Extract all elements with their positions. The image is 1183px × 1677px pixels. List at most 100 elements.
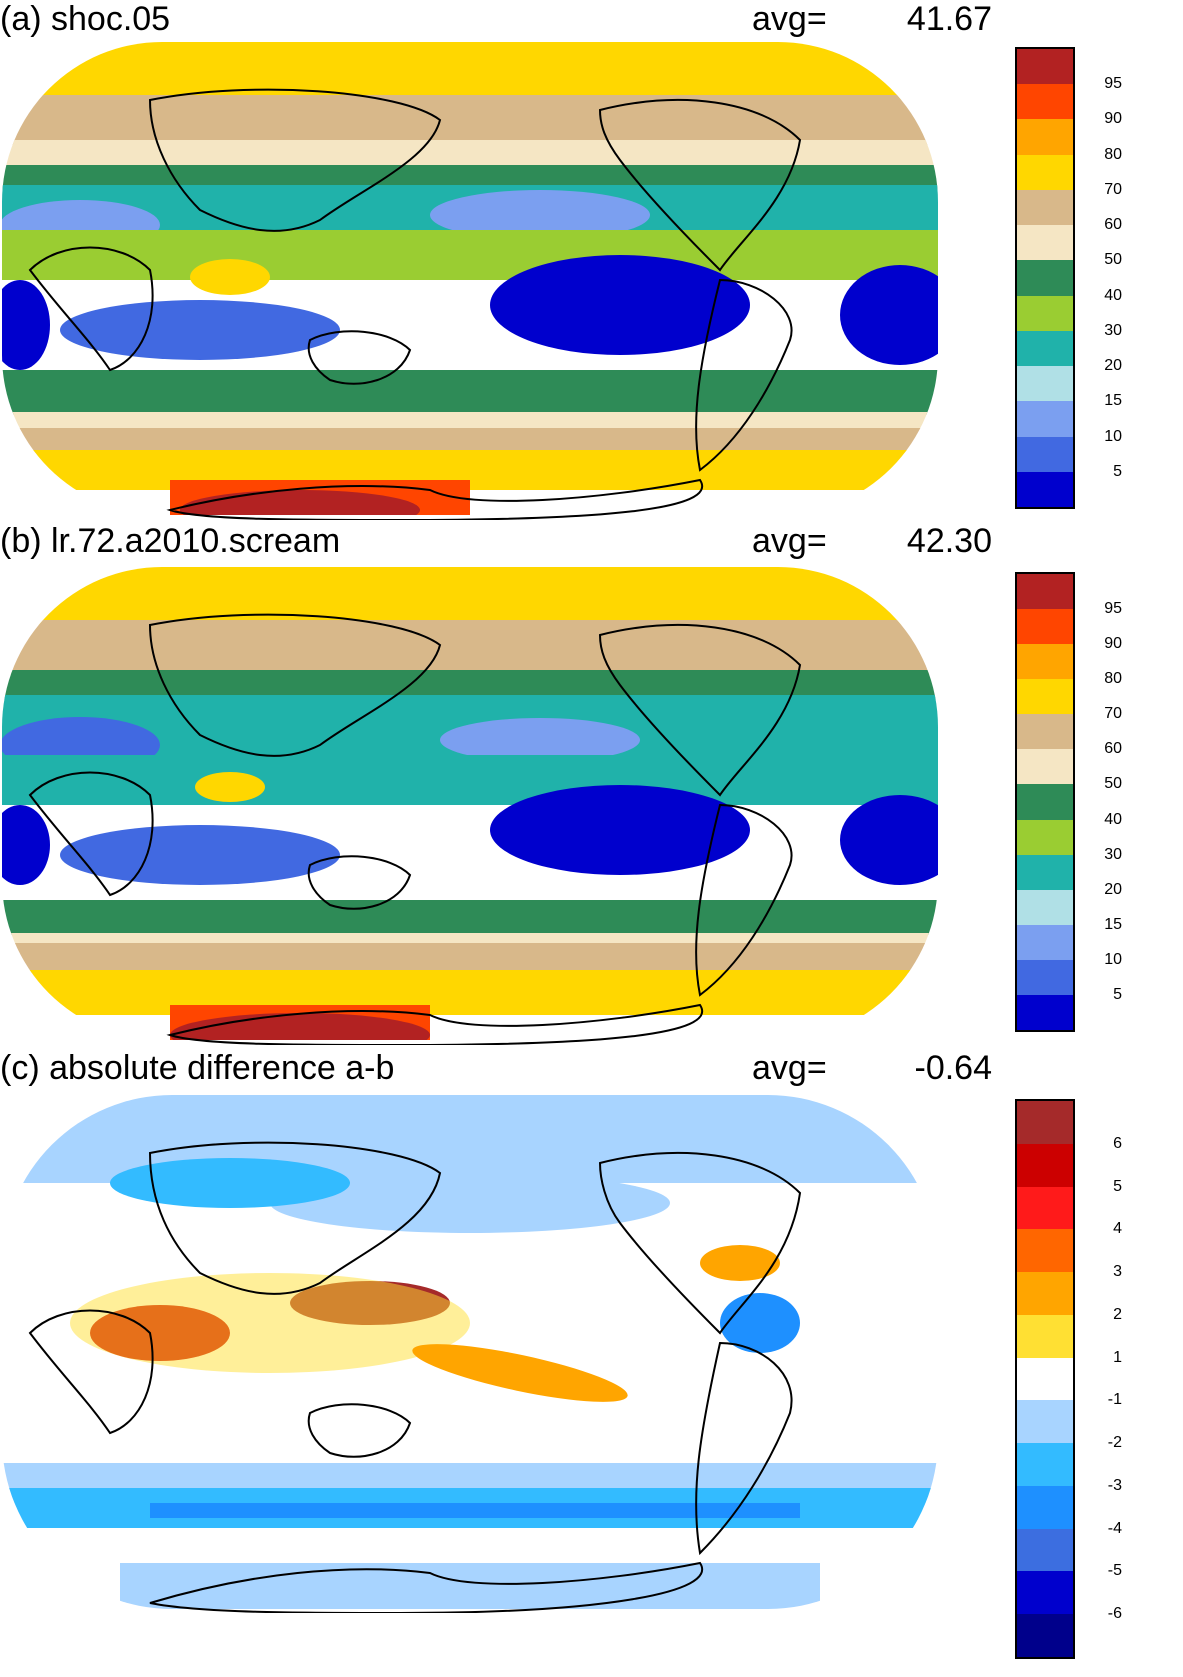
- colorbar-tick-label: 20: [1104, 880, 1122, 898]
- colorbar-tick-label: 20: [1104, 357, 1122, 375]
- colorbar-tick-label: 15: [1104, 915, 1122, 933]
- region-trade-south: [60, 300, 340, 360]
- region-caribbean: [700, 1245, 780, 1281]
- colorbar-tick-label: -1: [1107, 1391, 1122, 1409]
- colorbar-cell: [1017, 749, 1073, 785]
- colorbar-tick-label: 3: [1113, 1263, 1122, 1281]
- colorbar-tick-label: -4: [1107, 1519, 1122, 1537]
- region-spcz: [412, 1344, 628, 1402]
- region-storm-south: [2, 943, 938, 973]
- colorbar-cell: [1017, 1614, 1073, 1658]
- region-strato-west: [2, 280, 50, 370]
- region-antarctic: [170, 1013, 430, 1040]
- colorbar-tick-label: -5: [1107, 1562, 1122, 1580]
- colorbar-cell: [1017, 819, 1073, 856]
- colorbar-cell: [1017, 889, 1073, 926]
- colorbar-cell: [1017, 471, 1073, 508]
- colorbar-cell: [1017, 1528, 1073, 1572]
- colorbar-cell: [1017, 854, 1073, 891]
- colorbar-tick-label: 10: [1104, 950, 1122, 968]
- colorbar-cell: [1017, 1443, 1073, 1487]
- colorbar-tick-label: -3: [1107, 1476, 1122, 1494]
- region-strato-east: [840, 265, 938, 365]
- colorbar-tick-label: -2: [1107, 1434, 1122, 1452]
- region-yellow-arabian: [190, 259, 270, 295]
- colorbar-tick-label: 50: [1104, 251, 1122, 269]
- colorbar-tick-label: 70: [1104, 180, 1122, 198]
- region-stratocumulus: [490, 255, 750, 355]
- colorbar-tick-label: 90: [1104, 635, 1122, 653]
- colorbar-cell: [1017, 1400, 1073, 1444]
- colorbar-tick-label: 2: [1113, 1305, 1122, 1323]
- colorbar-cell: [1017, 1186, 1073, 1230]
- colorbar-cell: [1017, 49, 1073, 85]
- region-trade-north: [440, 718, 640, 762]
- colorbar: [1015, 47, 1075, 509]
- map-scream: [2, 567, 938, 1045]
- colorbar-cell: [1017, 154, 1073, 191]
- region-trade-north: [430, 190, 650, 240]
- colorbar-cell: [1017, 1485, 1073, 1530]
- region-midlat-south: [2, 412, 938, 430]
- region-storm-south: [2, 428, 938, 453]
- region-eurasia-blue: [110, 1158, 350, 1208]
- colorbar: [1015, 572, 1075, 1032]
- panel-average: avg= 42.30: [752, 522, 992, 562]
- colorbar-cell: [1017, 644, 1073, 680]
- region-warm-halo: [70, 1273, 470, 1373]
- colorbar-tick-label: 40: [1104, 286, 1122, 304]
- colorbar-cell: [1017, 84, 1073, 120]
- colorbar-tick-label: 90: [1104, 110, 1122, 128]
- region-midlat-south: [2, 933, 938, 945]
- colorbar-tick-label: 80: [1104, 670, 1122, 688]
- region-southern-ocean: [2, 970, 938, 1015]
- region-equator: [2, 230, 938, 280]
- panel-average: avg= -0.64: [752, 1049, 992, 1089]
- region-yellow-arabian: [195, 772, 265, 802]
- coastlines: [28, 1141, 802, 1613]
- coastlines: [28, 88, 802, 520]
- region-subpolar-north: [2, 95, 938, 145]
- region-equator: [2, 755, 938, 805]
- map-shoc05: [2, 42, 938, 520]
- region-north-pacific: [270, 1173, 670, 1233]
- colorbar-cell: [1017, 924, 1073, 961]
- colorbar-cell: [1017, 1143, 1073, 1188]
- region-subpolar-north: [2, 620, 938, 675]
- colorbar-cell: [1017, 401, 1073, 438]
- colorbar-cell: [1017, 225, 1073, 261]
- colorbar-tick-label: 80: [1104, 145, 1122, 163]
- region-trade-south: [60, 825, 340, 885]
- colorbar-tick-label: 5: [1113, 1177, 1122, 1195]
- avg-label: avg=: [752, 0, 827, 38]
- avg-value: -0.64: [914, 1049, 993, 1087]
- region-strato-east: [840, 795, 938, 885]
- colorbar-tick-label: 70: [1104, 705, 1122, 723]
- colorbar-cell: [1017, 784, 1073, 821]
- region-southern-ocean-deep: [150, 1503, 800, 1518]
- colorbar-tick-label: 5: [1113, 462, 1122, 480]
- panel-average: avg= 41.67: [752, 0, 992, 40]
- colorbar-tick-label: 1: [1113, 1348, 1122, 1366]
- panel-c: (c) absolute difference a-b avg= -0.64: [0, 1049, 1183, 1677]
- colorbar-tick-label: 60: [1104, 740, 1122, 758]
- colorbar-cell: [1017, 260, 1073, 297]
- colorbar-cell: [1017, 436, 1073, 473]
- panel-a: (a) shoc.05 avg= 41.67: [0, 0, 1183, 520]
- region-southern-ocean: [2, 450, 938, 490]
- colorbar-cell: [1017, 189, 1073, 226]
- colorbar-tick-label: 50: [1104, 775, 1122, 793]
- panel-title: (c) absolute difference a-b: [0, 1049, 395, 1087]
- colorbar-cell: [1017, 959, 1073, 996]
- colorbar-tick-label: -6: [1107, 1605, 1122, 1623]
- colorbar-tick-label: 95: [1104, 75, 1122, 93]
- colorbar-cell: [1017, 679, 1073, 715]
- panel-title: (b) lr.72.a2010.scream: [0, 522, 341, 560]
- colorbar-cell: [1017, 714, 1073, 750]
- colorbar-cell: [1017, 1314, 1073, 1359]
- panel-b: (b) lr.72.a2010.scream avg= 42.30: [0, 522, 1183, 1045]
- colorbar-cell: [1017, 1229, 1073, 1273]
- colorbar-tick-label: 30: [1104, 321, 1122, 339]
- colorbar-cell: [1017, 1357, 1073, 1401]
- colorbar-tick-label: 5: [1113, 985, 1122, 1003]
